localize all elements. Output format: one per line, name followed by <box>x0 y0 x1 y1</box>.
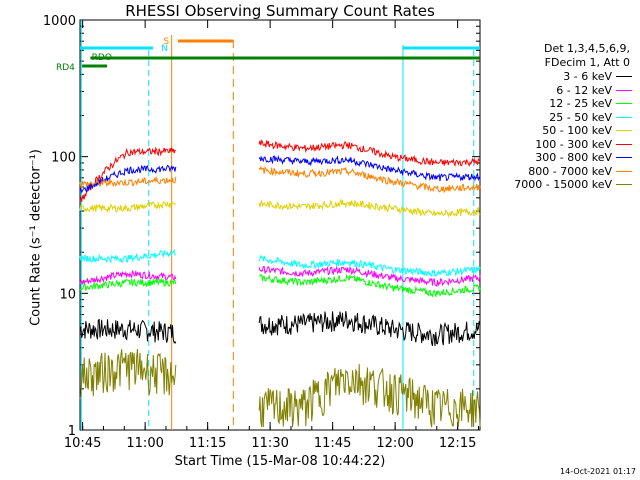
series-line <box>79 270 177 286</box>
series-line <box>79 146 176 202</box>
y-tick-label: 1 <box>68 424 76 439</box>
plot-frame <box>79 19 481 431</box>
x-tick-label: 12:15 <box>439 436 476 451</box>
x-tick-label: 11:00 <box>126 436 163 451</box>
legend-header-1: Det 1,3,4,5,6,9, <box>543 42 630 55</box>
legend-item: 300 - 800 keV <box>535 151 632 164</box>
legend-swatch <box>616 76 632 77</box>
y-tick-label: 1000 <box>43 14 76 29</box>
x-tick-label: 11:45 <box>314 436 351 451</box>
legend-swatch <box>616 143 632 145</box>
legend-item-label: 6 - 12 keV <box>556 83 612 97</box>
chart-title: RHESSI Observing Summary Count Rates <box>125 2 435 20</box>
render-timestamp: 14-Oct-2021 01:17 <box>560 467 636 476</box>
legend-item-label: 25 - 50 keV <box>549 110 612 124</box>
legend-swatch <box>616 157 632 158</box>
series-line <box>258 265 481 287</box>
flag-label: S <box>163 37 169 47</box>
series-line <box>79 201 177 214</box>
y-axis-title: Count Rate (s⁻¹ detector⁻¹) <box>28 149 44 326</box>
x-tick-label: 11:15 <box>189 436 226 451</box>
series-line <box>258 254 481 278</box>
flag-label: RDO <box>92 53 112 63</box>
legend-swatch <box>616 103 632 104</box>
series-line <box>79 277 177 291</box>
legend-swatch <box>616 89 632 91</box>
series-line <box>79 248 176 264</box>
plot-axes: 1 10 100 1000 10:45 11:00 11:15 11:30 11:45 12:00… <box>43 14 481 451</box>
flag-label: N <box>161 44 168 54</box>
series-line <box>258 154 481 182</box>
plot-marks: RD4 RDO NS <box>56 20 481 430</box>
legend-item-label: 3 - 6 keV <box>563 70 612 83</box>
series-line <box>258 311 481 347</box>
y-tick-label: 10 <box>59 287 76 302</box>
legend-header-2: FDecim 1, Att 0 <box>544 56 630 69</box>
legend-swatch <box>616 116 632 118</box>
x-tick-label: 12:00 <box>376 436 413 451</box>
x-axis-title: Start Time (15-Mar-08 10:44:22) <box>174 454 386 469</box>
legend-item: 50 - 100 keV <box>542 124 632 137</box>
series-line <box>258 139 481 167</box>
legend-swatch <box>616 130 632 131</box>
legend-item-label: 12 - 25 keV <box>549 97 612 110</box>
series-line <box>79 318 177 344</box>
series-line <box>258 165 481 194</box>
legend-swatch <box>616 184 632 185</box>
legend-swatch <box>616 170 632 172</box>
legend-item-label: 800 - 7000 keV <box>528 164 612 178</box>
series-line <box>258 197 481 219</box>
series-line <box>79 164 177 194</box>
legend-item: 3 - 6 keV <box>563 70 632 83</box>
legend-item-label: 7000 - 15000 keV <box>514 178 612 191</box>
series-line <box>79 349 177 399</box>
series-line <box>258 364 481 428</box>
y-tick-label: 100 <box>51 151 76 166</box>
x-tick-label: 10:45 <box>64 436 101 451</box>
legend-item-label: 300 - 800 keV <box>535 151 612 164</box>
legend-item: 12 - 25 keV <box>549 97 632 110</box>
legend-item: 100 - 300 keV <box>535 138 632 151</box>
legend-item: 7000 - 15000 keV <box>514 178 632 191</box>
series-line <box>258 273 481 298</box>
legend-item-label: 100 - 300 keV <box>535 137 612 151</box>
flag-label: RD4 <box>56 63 75 73</box>
legend-item-label: 50 - 100 keV <box>542 124 612 137</box>
x-tick-label: 11:30 <box>251 436 288 451</box>
legend-item: 800 - 7000 keV <box>528 165 632 178</box>
series-line <box>79 175 177 189</box>
legend-item: 6 - 12 keV <box>556 84 632 97</box>
legend-item: 25 - 50 keV <box>549 111 632 124</box>
